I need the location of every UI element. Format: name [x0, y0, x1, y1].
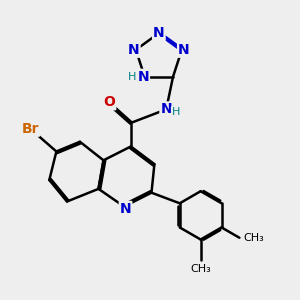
Text: H: H	[128, 72, 136, 82]
Text: N: N	[137, 70, 149, 84]
Text: O: O	[103, 95, 115, 109]
Text: CH₃: CH₃	[190, 264, 211, 274]
Text: N: N	[128, 43, 140, 57]
Text: Br: Br	[21, 122, 39, 136]
Text: N: N	[160, 102, 172, 116]
Text: N: N	[178, 43, 190, 57]
Text: H: H	[171, 107, 180, 117]
Text: CH₃: CH₃	[243, 233, 264, 243]
Text: N: N	[120, 202, 131, 216]
Text: N: N	[153, 26, 165, 40]
